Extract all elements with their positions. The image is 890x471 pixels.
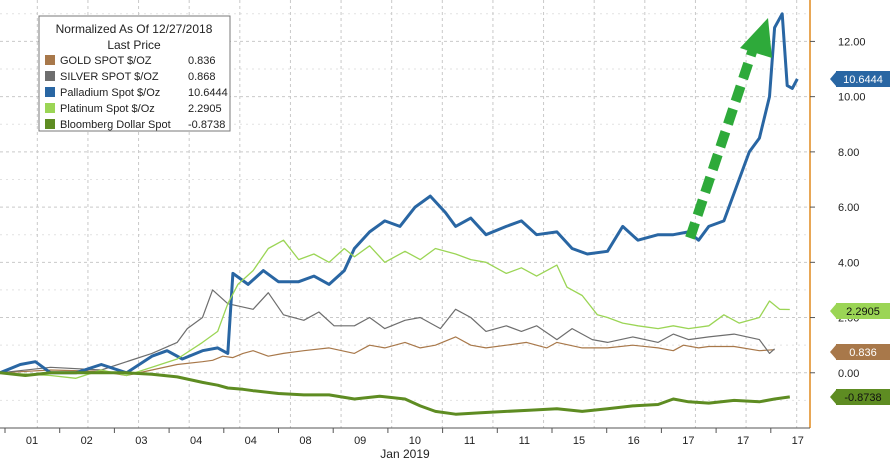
legend-series-name: Bloomberg Dollar Spot xyxy=(60,119,171,131)
x-tick-label: 17 xyxy=(682,435,694,447)
series-lines xyxy=(0,12,799,416)
legend-series-value: 2.2905 xyxy=(188,103,222,115)
trend-arrow-head xyxy=(740,18,772,58)
last-price-badge-label: 0.836 xyxy=(849,347,877,359)
last-price-badge-label: 10.6444 xyxy=(843,74,883,86)
x-tick-label: 11 xyxy=(519,435,530,447)
legend-series-value: 0.836 xyxy=(188,55,216,67)
last-price-badge xyxy=(836,71,890,87)
legend-swatch xyxy=(45,119,55,129)
y-tick-label: 4.00 xyxy=(838,257,859,269)
last-price-badge xyxy=(836,303,890,319)
last-price-badge-label: 2.2905 xyxy=(846,306,880,318)
legend-series-value: -0.8738 xyxy=(188,119,225,131)
x-tick-label: 08 xyxy=(299,435,311,447)
axes: 0.002.004.006.008.0010.0012.000102030404… xyxy=(0,0,866,447)
badge-pointer xyxy=(830,390,836,404)
x-tick-label: 11 xyxy=(464,435,475,447)
y-tick-label: 8.00 xyxy=(838,147,859,159)
legend-title-line1: Normalized As Of 12/27/2018 xyxy=(56,22,213,36)
legend-series-name: GOLD SPOT $/OZ xyxy=(60,55,152,67)
last-price-badge xyxy=(836,389,890,405)
legend-title-line2: Last Price xyxy=(107,38,161,52)
legend-series-value: 0.868 xyxy=(188,71,216,83)
x-tick-label: 15 xyxy=(573,435,585,447)
legend-swatch xyxy=(45,87,55,97)
x-tick-label: 01 xyxy=(26,435,38,447)
legend: Normalized As Of 12/27/2018 Last Price G… xyxy=(38,15,231,132)
x-tick-label: 04 xyxy=(245,435,257,447)
x-tick-label: 02 xyxy=(81,435,93,447)
x-tick-label: 10 xyxy=(409,435,421,447)
legend-entries: GOLD SPOT $/OZ 0.836 SILVER SPOT $/OZ 0.868… xyxy=(45,55,228,131)
x-axis-label: Jan 2019 xyxy=(380,447,430,461)
last-price-badge-label: -0.8738 xyxy=(844,392,881,404)
series-line-4 xyxy=(0,371,791,416)
legend-swatch xyxy=(45,55,55,65)
series-line-0 xyxy=(0,336,775,377)
legend-series-name: Palladium Spot $/Oz xyxy=(60,87,160,99)
legend-series-value: 10.6444 xyxy=(188,87,228,99)
x-tick-label: 17 xyxy=(792,435,804,447)
legend-series-name: SILVER SPOT $/OZ xyxy=(60,71,159,83)
last-price-badges: 0.836 10.6444 2.2905 -0.8738 xyxy=(830,71,890,405)
badge-pointer xyxy=(830,304,836,318)
x-tick-label: 17 xyxy=(737,435,749,447)
y-tick-label: 10.00 xyxy=(838,92,866,104)
series-line-3 xyxy=(0,239,790,379)
x-tick-label: 03 xyxy=(135,435,147,447)
badge-pointer xyxy=(830,345,836,359)
badge-pointer xyxy=(830,72,836,86)
legend-series-name: Platinum Spot $/Oz xyxy=(60,103,155,115)
x-tick-label: 09 xyxy=(354,435,366,447)
legend-swatch xyxy=(45,103,55,113)
x-tick-label: 16 xyxy=(628,435,640,447)
y-tick-label: 0.00 xyxy=(838,368,859,380)
last-price-badge xyxy=(836,344,890,360)
y-tick-label: 6.00 xyxy=(838,202,859,214)
legend-box xyxy=(38,15,231,132)
series-line-2 xyxy=(0,12,799,375)
y-tick-label: 12.00 xyxy=(838,36,866,48)
x-tick-label: 04 xyxy=(190,435,202,447)
series-line-1 xyxy=(0,289,776,374)
trend-arrow-shaft xyxy=(685,38,761,240)
legend-swatch xyxy=(45,71,55,81)
trend-arrow xyxy=(685,18,772,240)
